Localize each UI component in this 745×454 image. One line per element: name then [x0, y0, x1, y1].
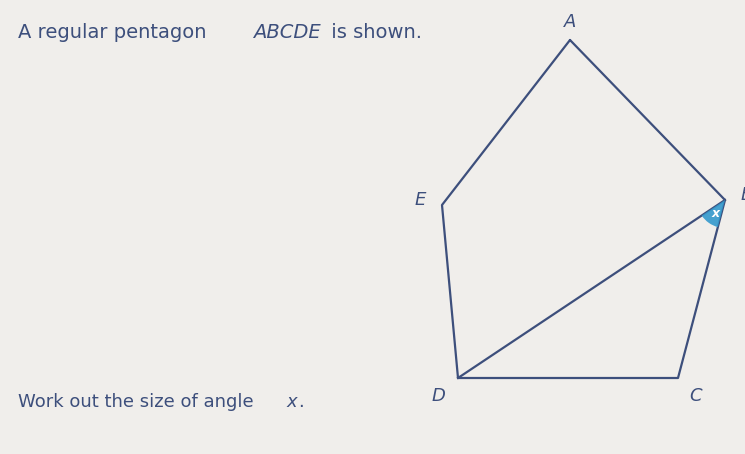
- Text: is shown.: is shown.: [325, 23, 422, 41]
- Text: B: B: [741, 186, 745, 204]
- Text: E: E: [414, 191, 425, 209]
- Wedge shape: [702, 200, 725, 227]
- Text: C: C: [690, 387, 703, 405]
- Text: x: x: [286, 393, 297, 411]
- Text: x: x: [711, 207, 720, 220]
- Text: A: A: [564, 13, 576, 31]
- Text: ABCDE: ABCDE: [253, 23, 321, 41]
- Text: D: D: [431, 387, 445, 405]
- Text: A regular pentagon: A regular pentagon: [18, 23, 213, 41]
- Text: Work out the size of angle: Work out the size of angle: [18, 393, 259, 411]
- Text: .: .: [298, 393, 304, 411]
